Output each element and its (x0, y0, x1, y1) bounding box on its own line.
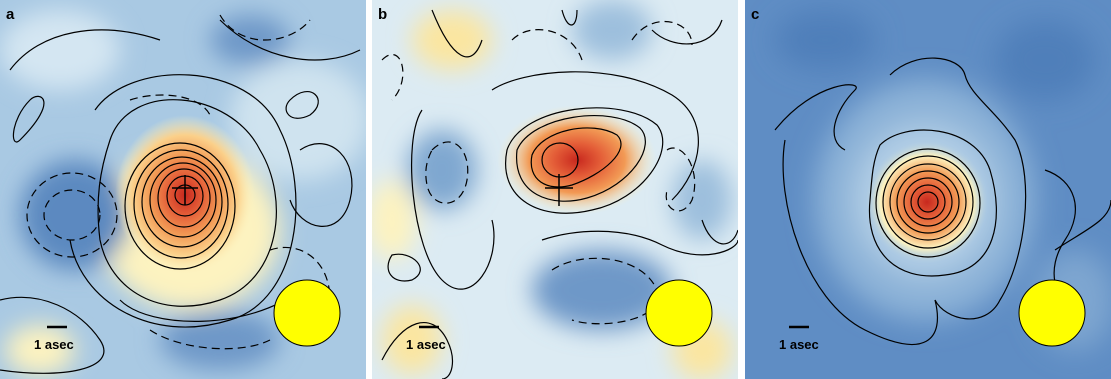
panel-b: b 1 asec (372, 0, 738, 379)
scale-label: 1 asec (34, 337, 74, 352)
panel-a-map: a 1 asec (0, 0, 366, 379)
peak-cross-marker (172, 175, 198, 205)
panel-c: c 1 asec (745, 0, 1111, 379)
beam-marker (273, 279, 341, 347)
panel-label: a (6, 6, 15, 23)
panel-label: b (378, 6, 387, 23)
beam-marker (645, 279, 713, 347)
beam-marker (1018, 279, 1086, 347)
peak-cross-marker (545, 174, 573, 206)
panel-c-map: c 1 asec (745, 0, 1111, 379)
scale-label: 1 asec (779, 337, 819, 352)
panel-label: c (751, 6, 759, 23)
panel-b-map: b 1 asec (372, 0, 738, 379)
scale-label: 1 asec (406, 337, 446, 352)
panel-a: a 1 asec (0, 0, 366, 379)
